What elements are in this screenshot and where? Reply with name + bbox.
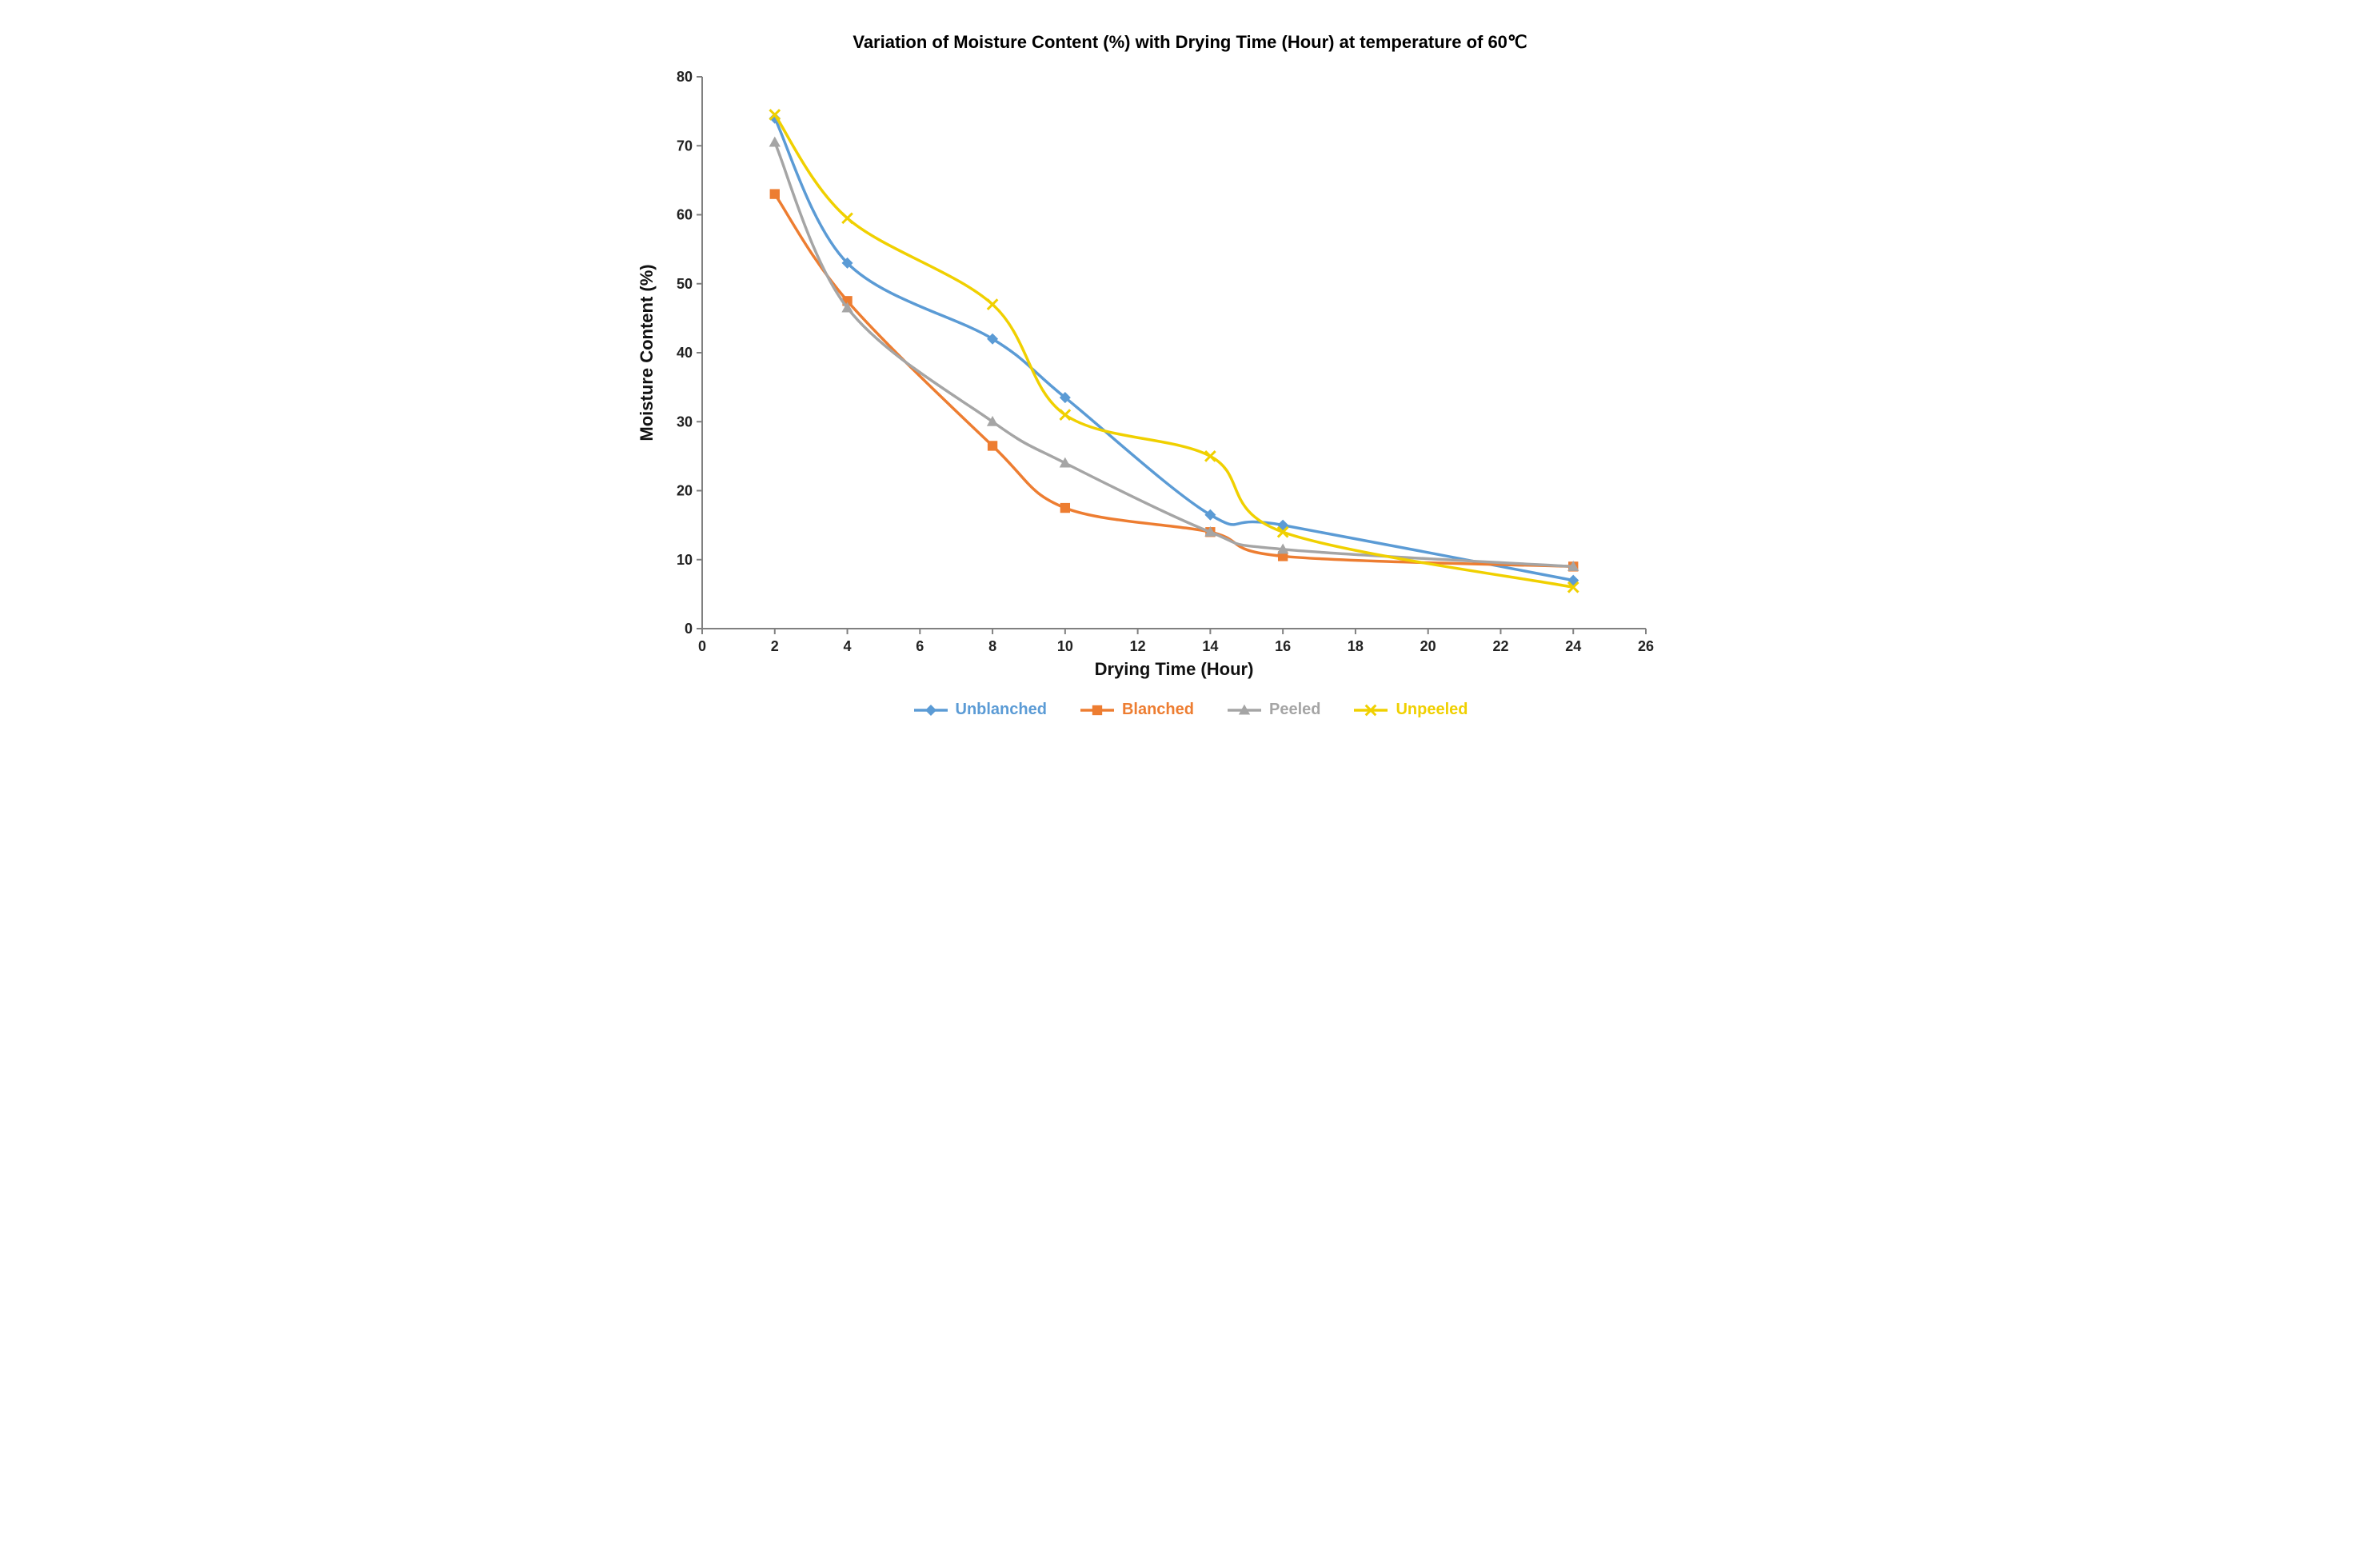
svg-text:0: 0 <box>685 621 693 637</box>
svg-text:50: 50 <box>677 276 693 292</box>
svg-text:2: 2 <box>771 638 779 654</box>
legend-label: Peeled <box>1269 701 1320 719</box>
svg-text:Drying Time (Hour): Drying Time (Hour) <box>1095 659 1254 679</box>
svg-text:70: 70 <box>677 138 693 154</box>
svg-text:26: 26 <box>1638 638 1654 654</box>
legend-swatch <box>1352 702 1389 718</box>
svg-text:60: 60 <box>677 207 693 223</box>
legend-item-blanched: Blanched <box>1079 701 1194 719</box>
svg-text:20: 20 <box>1420 638 1436 654</box>
svg-text:Moisture Content (%): Moisture Content (%) <box>637 264 657 441</box>
legend-swatch <box>912 702 949 718</box>
svg-text:10: 10 <box>677 552 693 568</box>
svg-text:6: 6 <box>916 638 924 654</box>
legend-item-unblanched: Unblanched <box>912 701 1047 719</box>
svg-text:40: 40 <box>677 345 693 361</box>
legend-label: Unpeeled <box>1396 701 1468 719</box>
chart-container: Variation of Moisture Content (%) with D… <box>630 32 1750 719</box>
svg-text:8: 8 <box>988 638 996 654</box>
svg-text:4: 4 <box>844 638 852 654</box>
legend-swatch <box>1226 702 1263 718</box>
chart-svg: 0246810121416182022242601020304050607080… <box>630 61 1670 685</box>
svg-text:10: 10 <box>1057 638 1073 654</box>
svg-text:24: 24 <box>1565 638 1581 654</box>
svg-text:18: 18 <box>1348 638 1364 654</box>
svg-text:0: 0 <box>698 638 706 654</box>
legend-swatch <box>1079 702 1116 718</box>
svg-text:12: 12 <box>1130 638 1146 654</box>
chart-title: Variation of Moisture Content (%) with D… <box>630 32 1750 53</box>
svg-text:14: 14 <box>1202 638 1218 654</box>
svg-text:22: 22 <box>1492 638 1508 654</box>
legend-label: Unblanched <box>956 701 1047 719</box>
legend-item-unpeeled: Unpeeled <box>1352 701 1468 719</box>
svg-text:16: 16 <box>1275 638 1291 654</box>
legend: Unblanched Blanched Peeled Unpeeled <box>630 701 1750 719</box>
svg-text:30: 30 <box>677 413 693 429</box>
legend-label: Blanched <box>1122 701 1194 719</box>
svg-text:20: 20 <box>677 483 693 499</box>
legend-item-peeled: Peeled <box>1226 701 1320 719</box>
plot-area: 0246810121416182022242601020304050607080… <box>630 61 1750 685</box>
svg-text:80: 80 <box>677 69 693 85</box>
